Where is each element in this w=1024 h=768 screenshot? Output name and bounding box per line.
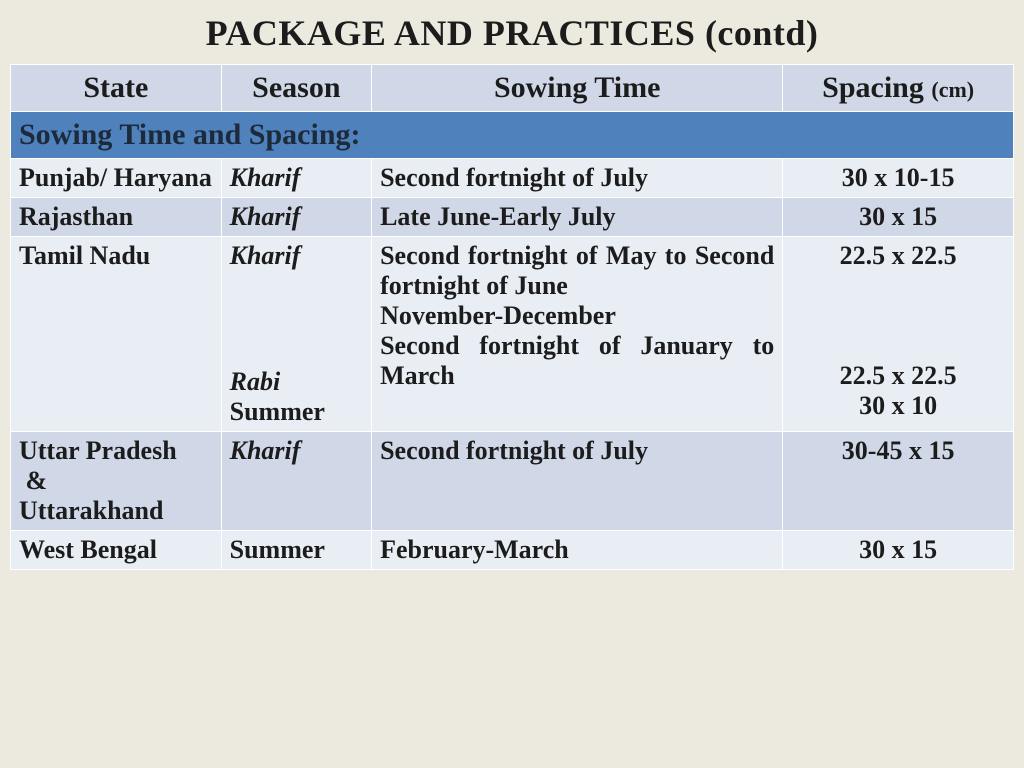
cell-spacing: 30-45 x 15 <box>783 432 1014 531</box>
col-season: Season <box>221 65 371 112</box>
sowing-table: Sowing Time and Spacing: State Season So… <box>10 64 1014 570</box>
cell-state: West Bengal <box>11 531 222 570</box>
col-state: State <box>11 65 222 112</box>
cell-time: Second fortnight of July <box>372 159 783 198</box>
col-spacing: Spacing (cm) <box>783 65 1014 112</box>
table-row: Punjab/ Haryana Kharif Second fortnight … <box>11 159 1014 198</box>
table-head: State Season Sowing Time Spacing (cm) <box>11 65 1014 112</box>
col-time: Sowing Time <box>372 65 783 112</box>
table-row: Tamil Nadu Kharif Rabi Summer Second for… <box>11 237 1014 432</box>
slide: PACKAGE AND PRACTICES (contd) Sowing Tim… <box>0 0 1024 768</box>
cell-state: Rajasthan <box>11 198 222 237</box>
spacing-label: 22.5 x 22.5 <box>791 241 1005 271</box>
cell-state: Punjab/ Haryana <box>11 159 222 198</box>
cell-spacing: 30 x 10-15 <box>783 159 1014 198</box>
table-body: Punjab/ Haryana Kharif Second fortnight … <box>11 159 1014 570</box>
time-label: Second fortnight of January to March <box>380 331 774 391</box>
cell-time: February-March <box>372 531 783 570</box>
cell-state: Uttar Pradesh &Uttarakhand <box>11 432 222 531</box>
cell-state: Tamil Nadu <box>11 237 222 432</box>
section-title: Sowing Time and Spacing: <box>11 112 1014 159</box>
season-label: Kharif <box>230 241 363 271</box>
cell-spacing: 30 x 15 <box>783 531 1014 570</box>
title-contd: (contd) <box>705 13 819 53</box>
table-row: West Bengal Summer February-March 30 x 1… <box>11 531 1014 570</box>
cell-time: Second fortnight of May to Second fortni… <box>372 237 783 432</box>
time-label: Second fortnight of May to Second fortni… <box>380 241 774 301</box>
cell-season: Kharif <box>221 432 371 531</box>
cell-season: Kharif Rabi Summer <box>221 237 371 432</box>
cell-season: Kharif <box>221 159 371 198</box>
cell-time: Second fortnight of July <box>372 432 783 531</box>
table-row: Rajasthan Kharif Late June-Early July 30… <box>11 198 1014 237</box>
col-spacing-unit: (cm) <box>931 77 974 102</box>
spacing-label: 30 x 10 <box>791 391 1005 421</box>
title-main: PACKAGE AND PRACTICES <box>206 13 705 53</box>
section-header-row: Sowing Time and Spacing: <box>11 112 1014 159</box>
cell-time: Late June-Early July <box>372 198 783 237</box>
col-spacing-label: Spacing <box>822 71 931 104</box>
table-row: Uttar Pradesh &Uttarakhand Kharif Second… <box>11 432 1014 531</box>
cell-spacing: 30 x 15 <box>783 198 1014 237</box>
cell-season: Kharif <box>221 198 371 237</box>
spacing-label: 22.5 x 22.5 <box>791 361 1005 391</box>
season-label: Summer <box>230 397 363 427</box>
cell-season: Summer <box>221 531 371 570</box>
time-label: November-December <box>380 301 774 331</box>
cell-spacing: 22.5 x 22.5 22.5 x 22.5 30 x 10 <box>783 237 1014 432</box>
season-label: Rabi <box>230 367 363 397</box>
page-title: PACKAGE AND PRACTICES (contd) <box>10 12 1014 54</box>
